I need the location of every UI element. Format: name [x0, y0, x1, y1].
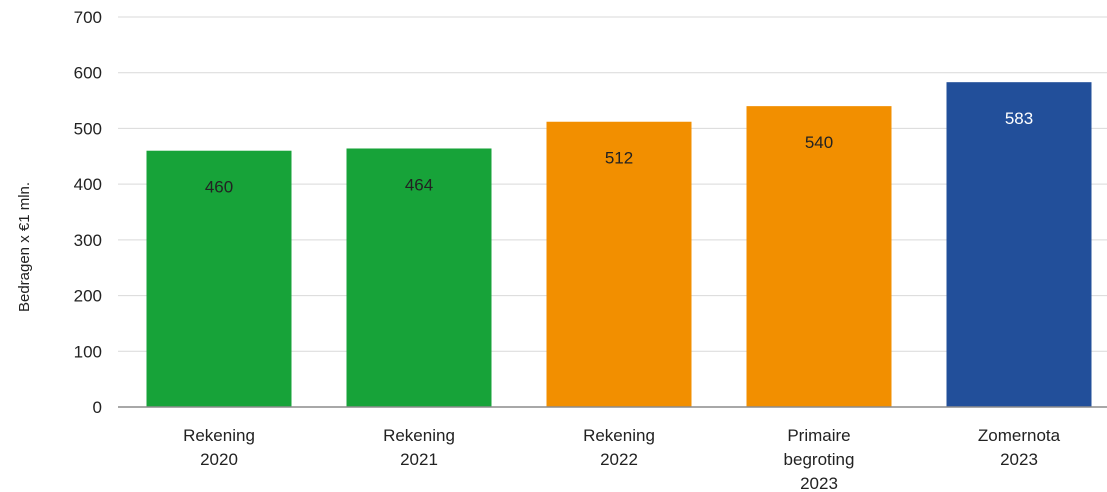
x-category-label: Zomernota	[978, 426, 1061, 445]
x-axis-labels: Rekening 2020 Rekening 2021 Rekening 2022 Prim…	[183, 426, 1061, 492]
x-category-label: Rekening	[583, 426, 655, 445]
y-axis-ticks: 0 100 200 300 400 500 600 700	[74, 8, 102, 417]
bar-value-label: 464	[405, 175, 433, 194]
bars	[146, 82, 1092, 408]
y-axis-title: Bedragen x €1 mln.	[16, 182, 33, 312]
bar	[346, 148, 492, 407]
y-tick-label: 100	[74, 342, 102, 361]
x-category-label: 2020	[200, 450, 238, 469]
x-category-label: 2021	[400, 450, 438, 469]
y-tick-label: 200	[74, 287, 102, 306]
x-category-label: Rekening	[183, 426, 255, 445]
x-category-label: Rekening	[383, 426, 455, 445]
y-tick-label: 600	[74, 64, 102, 83]
value-labels: 460 464 512 540 583	[205, 109, 1033, 197]
bar-value-label: 540	[805, 133, 833, 152]
x-category-label: Primaire	[787, 426, 850, 445]
y-tick-label: 700	[74, 8, 102, 27]
x-category-label: begroting	[784, 450, 855, 469]
x-category-label: 2022	[600, 450, 638, 469]
bar-value-label: 460	[205, 178, 233, 197]
bar-value-label: 512	[605, 149, 633, 168]
y-tick-label: 300	[74, 231, 102, 250]
y-tick-label: 500	[74, 119, 102, 138]
bar-value-label: 583	[1005, 109, 1033, 128]
y-tick-label: 0	[93, 398, 102, 417]
x-category-label: 2023	[1000, 450, 1038, 469]
bar	[946, 82, 1092, 407]
bar	[746, 106, 892, 408]
y-tick-label: 400	[74, 175, 102, 194]
bar	[146, 150, 292, 407]
x-category-label: 2023	[800, 474, 838, 492]
bar	[546, 121, 692, 407]
